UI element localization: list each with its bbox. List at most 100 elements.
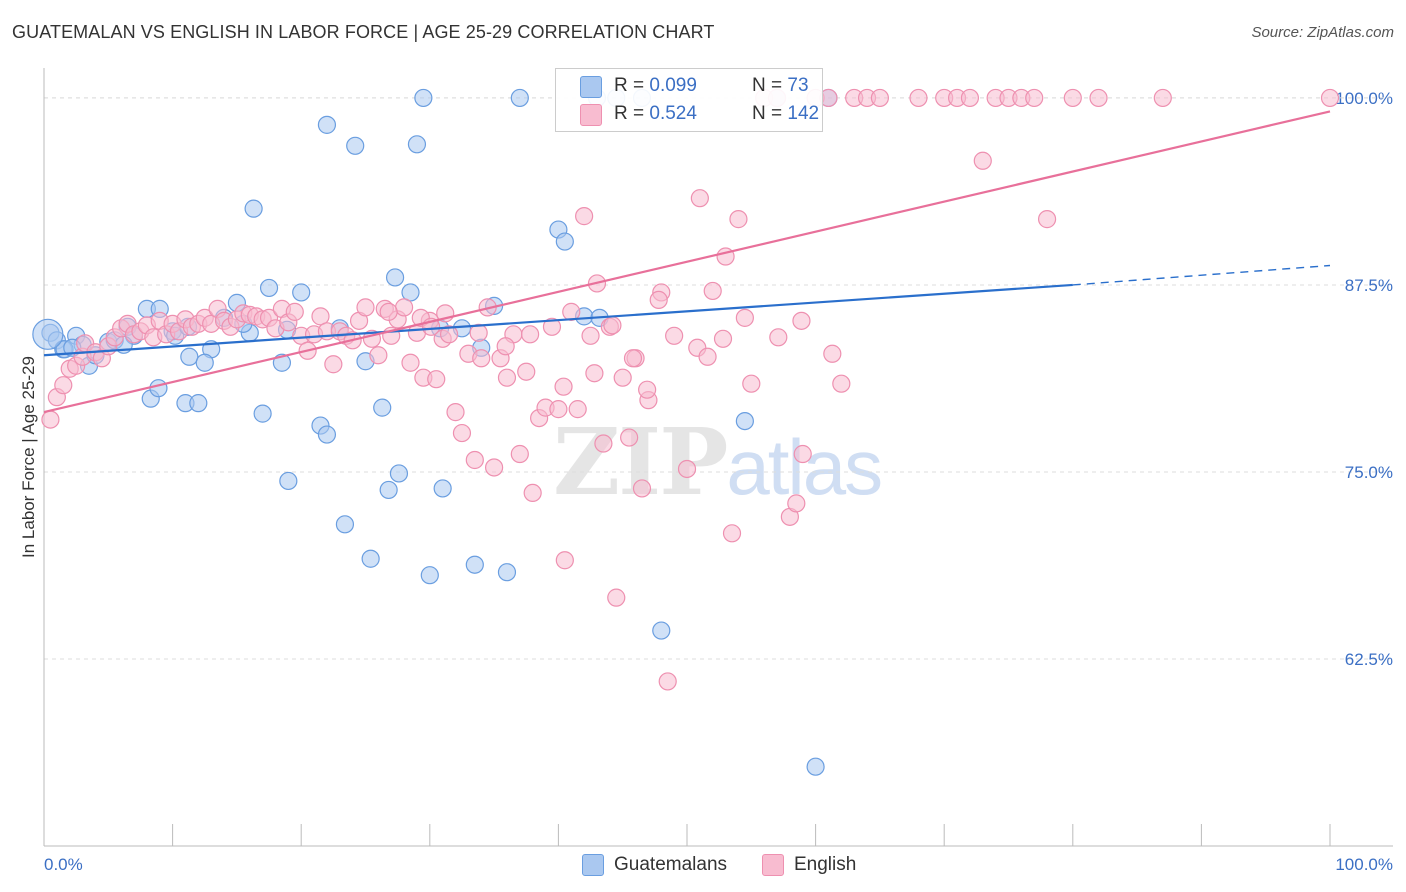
english-point — [581, 326, 600, 345]
english-point — [497, 368, 517, 387]
guatemalan-point — [253, 404, 272, 423]
english-point — [677, 459, 697, 479]
legend-n: N = 142 — [752, 103, 820, 124]
english-point — [613, 368, 632, 387]
guatemalan-point — [317, 115, 337, 134]
legend-swatch-blue — [582, 854, 604, 876]
stats-legend: R = 0.099 N = 73 R = 0.524 N = 142 — [555, 68, 823, 132]
english-point — [1089, 88, 1108, 108]
guatemalan-point — [385, 268, 405, 287]
x-tick-label: 100.0% — [1335, 855, 1393, 874]
guatemalan-trend-extension — [1072, 264, 1331, 286]
english-point — [607, 588, 626, 607]
guatemalan-point — [414, 88, 433, 108]
guatemalan-point — [317, 425, 337, 444]
guatemalan-point — [497, 563, 517, 582]
english-point — [555, 551, 574, 570]
english-point — [521, 325, 540, 344]
legend-swatch-pink — [762, 854, 784, 876]
guatemalan-point — [510, 88, 529, 108]
guatemalan-point — [32, 318, 64, 350]
english-point — [690, 189, 709, 208]
legend-label: English — [794, 854, 857, 875]
guatemalan-trend-line — [43, 283, 1073, 357]
legend-label: Guatemalans — [614, 854, 728, 875]
english-point — [973, 151, 992, 170]
source-label: Source: ZipAtlas.com — [1251, 24, 1394, 41]
english-point — [562, 302, 581, 321]
guatemalan-point — [195, 353, 214, 372]
guatemalan-point — [335, 515, 355, 534]
x-tick-label: 0.0% — [44, 855, 83, 874]
english-point — [568, 400, 587, 419]
guatemalan-point — [373, 398, 392, 417]
guatemalan-point — [259, 278, 279, 298]
english-point — [1153, 88, 1172, 108]
guatemalan-point — [389, 464, 409, 483]
english-point — [452, 423, 472, 443]
guatemalan-point — [346, 136, 365, 155]
guatemalan-point — [407, 135, 427, 154]
guatemalan-point — [379, 480, 398, 500]
english-point — [787, 494, 806, 513]
english-point — [439, 325, 459, 344]
english-point — [703, 281, 722, 301]
english-point — [575, 207, 594, 226]
y-tick-label: 62.5% — [1345, 650, 1393, 669]
english-point — [722, 524, 742, 543]
english-point — [623, 349, 643, 368]
guatemalan-point — [361, 549, 380, 568]
guatemalan-point — [420, 566, 439, 585]
guatemalan-point — [180, 347, 199, 366]
english-point — [311, 307, 330, 326]
guatemalan-point — [555, 232, 574, 251]
english-point — [1025, 88, 1044, 108]
english-point — [1320, 88, 1340, 108]
english-point — [769, 328, 788, 347]
english-point — [554, 377, 573, 396]
english-point — [594, 434, 613, 453]
guatemalan-point — [735, 411, 754, 431]
chart-title: GUATEMALAN VS ENGLISH IN LABOR FORCE | A… — [12, 22, 715, 42]
guatemalan-point — [279, 471, 298, 491]
english-point — [369, 346, 388, 365]
english-point — [1037, 210, 1057, 229]
english-point — [379, 302, 398, 321]
english-point — [510, 444, 529, 464]
english-point — [496, 337, 515, 356]
legend-swatch-pink — [580, 104, 602, 126]
guatemalan-point — [189, 394, 208, 413]
english-point — [485, 458, 504, 477]
english-trend-line — [43, 110, 1331, 414]
legend-r: R = 0.099 — [614, 75, 697, 96]
english-point — [549, 400, 568, 419]
guatemalan-point — [149, 379, 168, 398]
y-tick-label: 75.0% — [1345, 463, 1393, 482]
english-point — [401, 353, 420, 372]
legend-n: N = 73 — [752, 75, 809, 96]
guatemalan-point — [465, 555, 484, 574]
english-point — [394, 298, 414, 317]
watermark-atlas: atlas — [726, 423, 883, 511]
english-point — [823, 344, 842, 363]
english-point — [41, 410, 60, 429]
english-point — [603, 316, 622, 335]
guatemalan-point — [401, 283, 420, 302]
english-point — [427, 370, 446, 389]
english-point — [523, 483, 542, 503]
english-point — [446, 403, 465, 422]
english-point — [792, 311, 811, 330]
english-point — [638, 380, 657, 399]
english-point — [742, 374, 761, 393]
english-point — [54, 376, 73, 395]
legend-r: R = 0.524 — [614, 103, 697, 124]
english-point — [960, 88, 980, 108]
guatemalan-point — [652, 621, 671, 640]
english-point — [832, 374, 851, 393]
guatemalan-point — [433, 479, 452, 498]
guatemalan-point — [806, 757, 825, 776]
watermark-zip: ZIP — [553, 408, 728, 516]
english-point — [698, 347, 717, 366]
english-point — [465, 450, 484, 470]
